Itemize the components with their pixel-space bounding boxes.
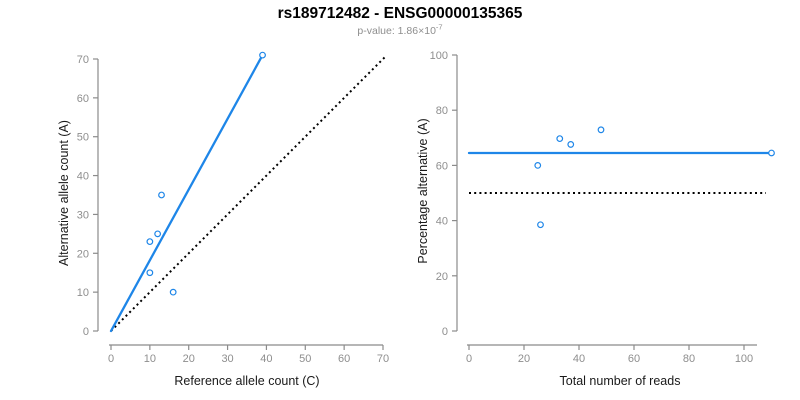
data-point: [259, 51, 266, 59]
y-axis-title: Alternative allele count (A): [57, 120, 71, 266]
identity-line: [110, 56, 386, 332]
y-tick-label: 50: [77, 132, 89, 144]
data-point: [556, 135, 564, 143]
panel-right: 0 20 40 60 80 100 0 20 40 60 80 100 Total number of …: [416, 50, 775, 388]
x-tick-label: 40: [260, 353, 272, 365]
x-tick-label: 60: [628, 353, 640, 365]
y-tick-label: 60: [77, 93, 89, 105]
x-tick-label: 30: [221, 353, 233, 365]
y-tick-label: 40: [436, 216, 448, 228]
data-point: [146, 269, 154, 277]
x-axis-title: Total number of reads: [560, 374, 681, 388]
y-tick-label: 20: [77, 248, 89, 260]
y-axis-title: Percentage alternative (A): [416, 118, 430, 263]
y-tick-label: 20: [436, 271, 448, 283]
data-point: [567, 141, 575, 148]
data-point: [158, 191, 165, 199]
y-tick-label: 40: [77, 171, 89, 183]
y-tick-label: 80: [436, 105, 448, 117]
data-point: [169, 288, 177, 296]
fit-line: [109, 53, 264, 333]
x-axis-title: Reference allele count (C): [174, 374, 319, 388]
data-point: [768, 149, 775, 157]
x-tick-label: 100: [735, 353, 753, 365]
x-tick-label: 80: [683, 353, 695, 365]
x-tick-label: 0: [466, 353, 472, 365]
y-tick-label: 100: [430, 50, 448, 62]
pvalue-exponent: -7: [435, 22, 443, 32]
figure-title: rs189712482 - ENSG00000135365: [277, 5, 523, 22]
x-tick-label: 10: [144, 353, 156, 365]
y-tick-label: 30: [77, 209, 89, 221]
x-tick-label: 0: [108, 353, 114, 365]
x-tick-label: 70: [377, 353, 389, 365]
y-tick-label: 0: [442, 326, 448, 338]
x-tick-label: 60: [338, 353, 350, 365]
pvalue-text: p-value: 1.86×10: [357, 25, 436, 37]
panel-left: 0 10 20 30 40 50 60 70 0 10 20 30 40 50 60 70 Reference …: [57, 51, 389, 388]
data-point: [146, 238, 154, 246]
figure-subtitle: p-value: 1.86×10-7: [0, 22, 800, 37]
x-tick-label: 50: [299, 353, 311, 365]
x-tick-label: 20: [183, 353, 195, 365]
x-tick-label: 40: [573, 353, 585, 365]
y-tick-label: 0: [83, 326, 89, 338]
data-point: [534, 161, 542, 169]
y-tick-label: 60: [436, 160, 448, 172]
data-point: [597, 126, 605, 134]
y-tick-label: 10: [77, 287, 89, 299]
data-point: [537, 221, 544, 229]
data-point: [154, 230, 162, 238]
x-tick-label: 20: [518, 353, 530, 365]
y-tick-label: 70: [77, 54, 89, 66]
